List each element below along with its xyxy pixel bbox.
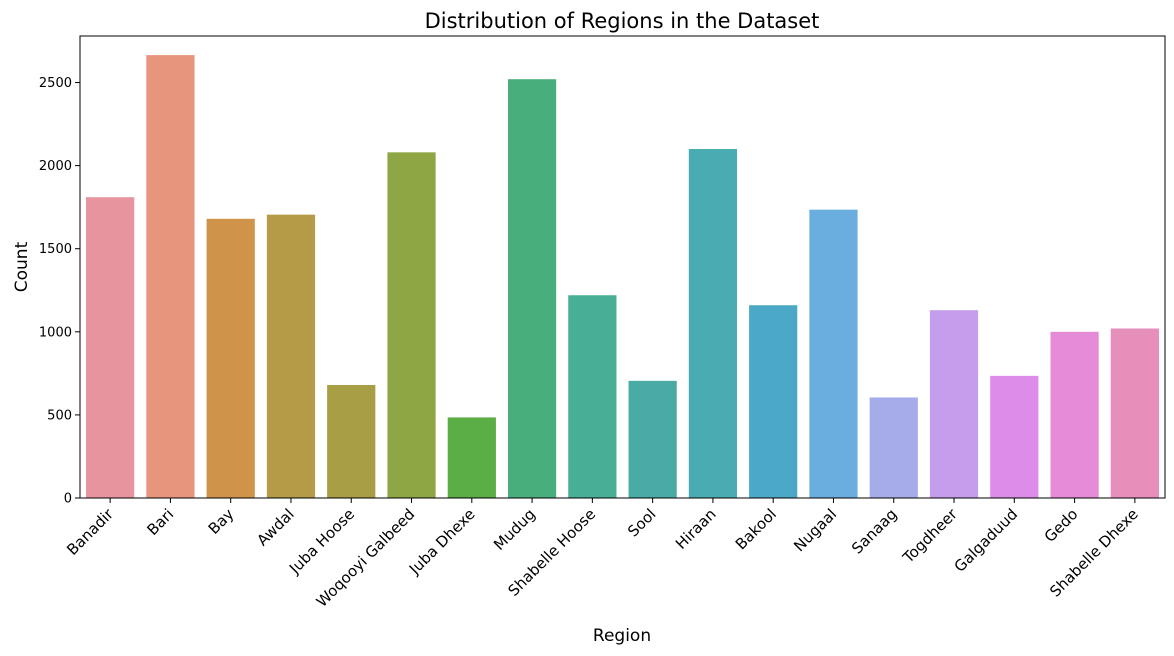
bar-gedo [1050,331,1099,498]
y-tick-label: 500 [47,408,72,423]
x-tick-label: Galgaduud [951,505,1022,576]
bar-bakool [749,305,798,498]
bar-sool [628,380,677,498]
bar-juba-dhexe [447,417,496,498]
bar-sanaag [869,397,918,498]
x-tick-label: Bay [205,505,238,538]
bar-shabelle-hoose [568,295,617,498]
y-tick-label: 0 [64,492,72,507]
x-tick-label: Mudug [490,505,539,554]
x-tick-label: Togdheer [899,505,962,568]
bar-banadir [86,197,135,499]
bar-shabelle-dhexe [1110,328,1159,498]
y-tick-label: 2500 [39,76,72,91]
plot-frame [79,35,1166,499]
bar-bari [146,55,195,498]
x-tick-label: Banadir [63,505,117,559]
x-tick-label: Gedo [1041,505,1082,546]
chart-title: Distribution of Regions in the Dataset [425,9,820,33]
bar-galgaduud [990,375,1039,498]
bar-woqooyi-galbeed [387,152,436,498]
x-tick-label: Sool [624,505,659,540]
x-tick-label: Awdal [253,505,297,549]
bar-hiraan [688,149,738,498]
y-tick-label: 1000 [39,325,72,340]
bar-mudug [507,79,557,499]
x-axis-label: Region [593,626,651,646]
y-tick-label: 1500 [39,242,72,257]
x-tick-label: Bakool [732,505,780,553]
bar-nugaal [809,209,858,498]
bar-awdal [266,214,316,499]
x-tick-label: Hiraan [672,505,720,553]
y-axis-label: Count [12,241,32,292]
bar-bay [206,218,255,498]
y-axis: 0 500 1000 1500 2000 2500 [39,76,80,507]
x-tick-label: Sanaag [848,505,900,557]
x-tick-label: Nugaal [790,505,840,555]
bar-togdheer [929,310,979,498]
bars-group [86,55,1159,499]
bar-juba-hoose [327,384,376,498]
y-tick-label: 2000 [39,159,72,174]
x-tick-label: Bari [143,505,177,539]
